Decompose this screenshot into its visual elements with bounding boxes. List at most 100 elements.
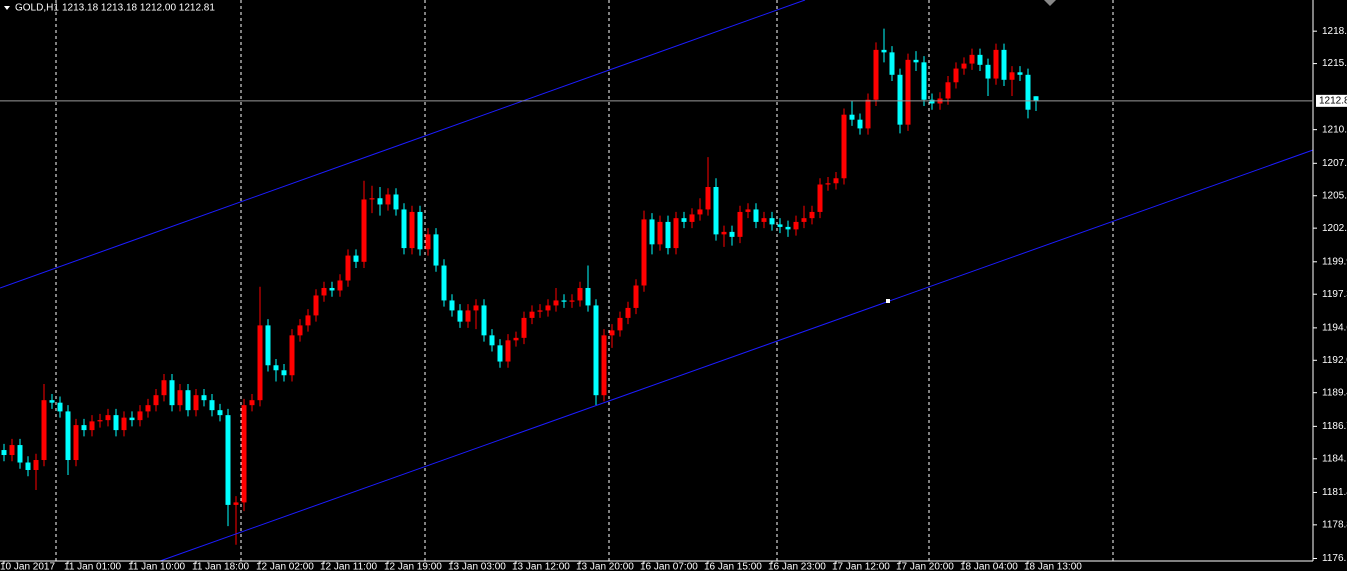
- candle-body: [145, 405, 151, 412]
- candle-body: [473, 305, 479, 311]
- y-tick-label: 1194.6: [1322, 323, 1347, 334]
- candle-body: [905, 59, 911, 125]
- candle-body: [441, 265, 447, 301]
- candle-body: [233, 502, 239, 505]
- channel-upper: [0, 0, 806, 289]
- candle-body: [65, 411, 71, 461]
- candle-body: [921, 62, 927, 100]
- candle-body: [569, 300, 575, 302]
- candle-body: [969, 54, 975, 64]
- candle-body: [273, 365, 279, 371]
- candle-body: [713, 187, 719, 235]
- candle-body: [209, 400, 215, 411]
- x-tick-label: 16 Jan 15:00: [704, 562, 762, 571]
- x-tick-label: 12 Jan 02:00: [256, 562, 314, 571]
- candle-body: [177, 390, 183, 406]
- candle-body: [545, 305, 551, 311]
- candle-body: [89, 421, 95, 431]
- current-price-label: 1212.81: [1319, 95, 1347, 106]
- candle-body: [777, 224, 783, 227]
- candle-body: [401, 209, 407, 249]
- candle-body: [1017, 72, 1023, 75]
- y-tick-label: 1189.4: [1322, 387, 1347, 398]
- candle-body: [289, 335, 295, 376]
- x-tick-label: 16 Jan 23:00: [768, 562, 826, 571]
- candle-body: [193, 395, 199, 411]
- x-tick-label: 18 Jan 13:00: [1024, 562, 1082, 571]
- candle-body: [537, 310, 543, 312]
- candle-body: [345, 255, 351, 281]
- candle-body: [329, 287, 335, 291]
- candle-body: [225, 415, 231, 505]
- y-tick-label: 1186.7: [1322, 421, 1347, 432]
- y-tick-label: 1210.5: [1322, 124, 1347, 135]
- candle-body: [137, 411, 143, 421]
- candle-body: [465, 310, 471, 322]
- candle-body: [769, 218, 775, 225]
- candle-body: [553, 300, 559, 306]
- candle-body: [817, 184, 823, 212]
- candle-body: [689, 214, 695, 222]
- y-tick-label: 1199.9: [1322, 256, 1347, 267]
- candle-body: [481, 305, 487, 336]
- candle-body: [113, 415, 119, 431]
- x-tick-label: 13 Jan 20:00: [576, 562, 634, 571]
- candle-body: [953, 68, 959, 83]
- candle-body: [865, 99, 871, 129]
- candle-body: [577, 287, 583, 301]
- candle-body: [105, 415, 111, 421]
- candle-body: [897, 74, 903, 125]
- candle-body: [681, 218, 687, 222]
- candle-body: [601, 335, 607, 396]
- candle-body: [33, 460, 39, 470]
- candle-body: [49, 400, 55, 403]
- candle-body: [697, 209, 703, 215]
- candles: [1, 28, 1039, 545]
- candle-body: [793, 221, 799, 230]
- candle-body: [433, 234, 439, 266]
- candle-body: [753, 209, 759, 222]
- y-tick-label: 1178.8: [1322, 519, 1347, 530]
- candle-body: [417, 211, 423, 250]
- y-tick-label: 1192.0: [1322, 355, 1347, 366]
- candle-body: [241, 405, 247, 503]
- channel-lower: [159, 149, 1314, 562]
- x-tick-label: 11 Jan 01:00: [64, 562, 122, 571]
- candle-body: [809, 211, 815, 219]
- candle-body: [761, 218, 767, 222]
- candle-body: [729, 231, 735, 237]
- candle-body: [257, 325, 263, 401]
- candle-body: [281, 370, 287, 376]
- candle-body: [513, 337, 519, 341]
- y-tick-label: 1215.8: [1322, 58, 1347, 69]
- candle-body: [353, 255, 359, 262]
- candle-body: [1025, 74, 1031, 110]
- candle-body: [369, 198, 375, 200]
- menu-arrow[interactable]: [4, 6, 10, 10]
- y-tick-label: 1202.6: [1322, 223, 1347, 234]
- candle-body: [529, 311, 535, 318]
- candle-body: [841, 114, 847, 179]
- candle-body: [377, 198, 383, 205]
- candle-body: [161, 380, 167, 396]
- scroll-marker: [1044, 0, 1056, 6]
- candle-body: [881, 49, 887, 53]
- symbol-title: GOLD,H1: [15, 3, 59, 14]
- candle-body: [385, 194, 391, 205]
- candle-body: [17, 445, 23, 463]
- candle-body: [129, 417, 135, 421]
- candle-body: [81, 425, 87, 431]
- y-tick-label: 1207.8: [1322, 158, 1347, 169]
- candle-body: [449, 300, 455, 311]
- candle-body: [337, 280, 343, 291]
- x-tick-label: 11 Jan 18:00: [192, 562, 250, 571]
- candle-body: [185, 390, 191, 411]
- candle-body: [265, 325, 271, 366]
- candle-body: [361, 199, 367, 262]
- candle-body: [745, 209, 751, 212]
- candle-body: [1033, 96, 1039, 101]
- candle-body: [665, 221, 671, 249]
- candle-body: [833, 178, 839, 184]
- x-tick-label: 16 Jan 07:00: [640, 562, 698, 571]
